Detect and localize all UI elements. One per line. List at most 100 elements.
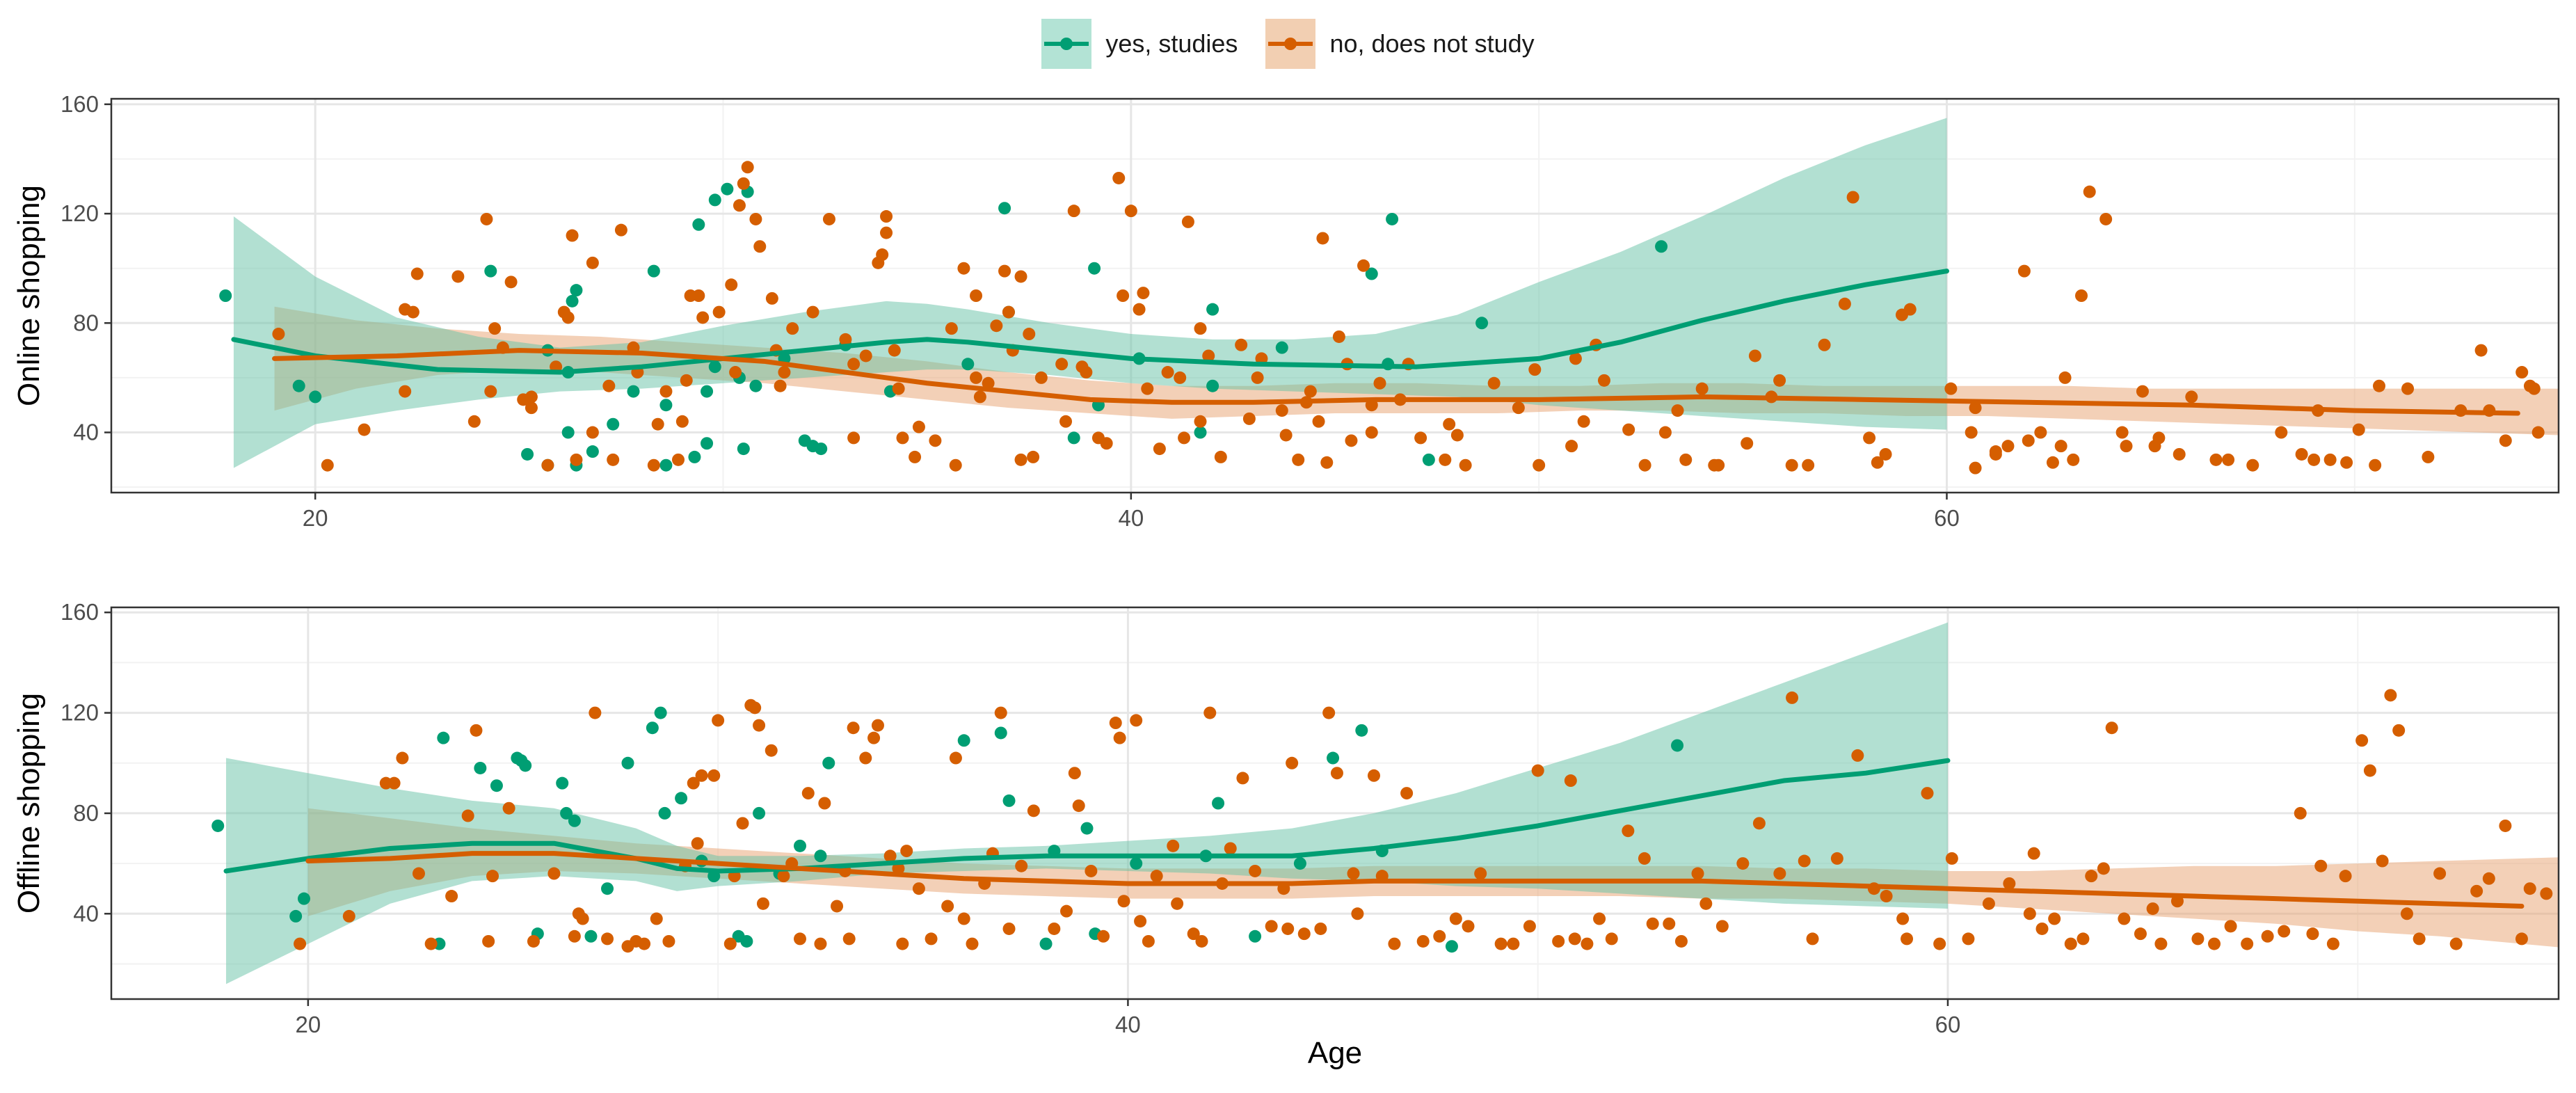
data-point	[2134, 927, 2147, 941]
x-tick-label: 60	[1935, 1012, 1961, 1037]
data-point	[2400, 907, 2413, 920]
data-point	[1133, 303, 1146, 316]
data-point	[292, 379, 305, 392]
data-point	[1593, 912, 1606, 925]
data-point	[859, 349, 872, 362]
data-point	[2540, 887, 2553, 900]
data-point	[651, 417, 664, 431]
data-point	[896, 431, 909, 445]
data-point	[712, 714, 725, 727]
data-point	[725, 278, 738, 292]
data-point	[638, 937, 651, 950]
data-point	[1367, 769, 1380, 782]
data-point	[607, 453, 620, 466]
data-point	[2326, 937, 2339, 950]
data-point	[1806, 932, 1819, 946]
data-point	[1863, 431, 1876, 445]
data-point	[1748, 349, 1761, 362]
data-point	[1962, 932, 1975, 946]
data-point	[2470, 884, 2483, 897]
data-point	[1174, 371, 1187, 384]
data-point	[1236, 772, 1249, 785]
data-point	[1171, 897, 1184, 910]
data-point	[1088, 262, 1101, 275]
data-point	[847, 358, 861, 371]
data-point	[2515, 932, 2528, 946]
data-point	[1671, 404, 1684, 417]
data-point	[2261, 930, 2274, 943]
data-point	[1067, 431, 1080, 445]
data-point	[525, 390, 538, 404]
data-point	[1564, 774, 1577, 788]
data-point	[818, 797, 831, 810]
data-point	[1235, 338, 1248, 351]
data-point	[654, 706, 667, 719]
legend-item-nostudy[interactable]: no, does not study	[1265, 19, 1535, 69]
data-point	[880, 210, 893, 223]
y-tick-label: 80	[73, 800, 99, 826]
legend-label-studies: yes, studies	[1105, 29, 1238, 58]
x-tick-label: 20	[303, 505, 328, 531]
data-point	[2208, 937, 2221, 950]
data-point	[842, 932, 856, 946]
data-point	[867, 731, 881, 744]
data-point	[994, 706, 1007, 719]
data-point	[1327, 751, 1340, 765]
data-point	[733, 199, 746, 212]
data-point	[2146, 902, 2159, 916]
data-point	[1569, 352, 1582, 365]
x-tick-label: 60	[1934, 505, 1960, 531]
data-point	[712, 305, 726, 319]
legend: yes, studies no, does not study	[0, 13, 2576, 75]
data-point	[2515, 366, 2529, 379]
data-point	[1699, 897, 1713, 910]
data-point	[786, 322, 799, 335]
data-point	[2373, 379, 2386, 392]
data-point	[2355, 734, 2369, 747]
data-point	[1039, 937, 1053, 950]
data-point	[1679, 453, 1693, 466]
data-point	[1945, 852, 1958, 865]
data-point	[1214, 450, 1227, 463]
data-point	[2433, 867, 2447, 880]
data-point	[219, 289, 232, 302]
data-point	[561, 311, 575, 324]
data-point	[1178, 431, 1191, 445]
data-point	[1965, 426, 1978, 439]
data-point	[1080, 366, 1093, 379]
data-point	[741, 161, 754, 174]
data-point	[406, 305, 419, 319]
data-point	[880, 226, 893, 239]
data-point	[1150, 870, 1163, 883]
legend-item-studies[interactable]: yes, studies	[1041, 19, 1238, 69]
data-point	[675, 415, 689, 428]
data-point	[2499, 434, 2512, 447]
data-point	[1316, 232, 1329, 245]
data-point	[1002, 922, 1016, 935]
data-point	[753, 240, 767, 253]
data-point	[586, 256, 599, 269]
data-point	[1059, 415, 1073, 428]
data-point	[445, 890, 458, 903]
data-point	[647, 264, 660, 278]
data-point	[696, 311, 710, 324]
data-point	[2136, 385, 2149, 398]
data-point	[2294, 806, 2307, 820]
smooth-line-nostudy	[305, 851, 2525, 909]
data-point	[560, 806, 573, 820]
data-point	[847, 431, 861, 445]
data-point	[646, 721, 659, 735]
data-point	[1523, 920, 1536, 933]
legend-swatch-nostudy	[1265, 19, 1316, 69]
data-point	[708, 193, 721, 207]
data-point	[765, 744, 778, 757]
data-point	[467, 415, 481, 428]
data-point	[680, 374, 693, 387]
data-point	[1433, 930, 1446, 943]
data-point	[729, 366, 742, 379]
data-point	[1202, 349, 1215, 362]
data-point	[2191, 932, 2205, 946]
data-point	[1292, 453, 1305, 466]
data-point	[527, 934, 540, 948]
